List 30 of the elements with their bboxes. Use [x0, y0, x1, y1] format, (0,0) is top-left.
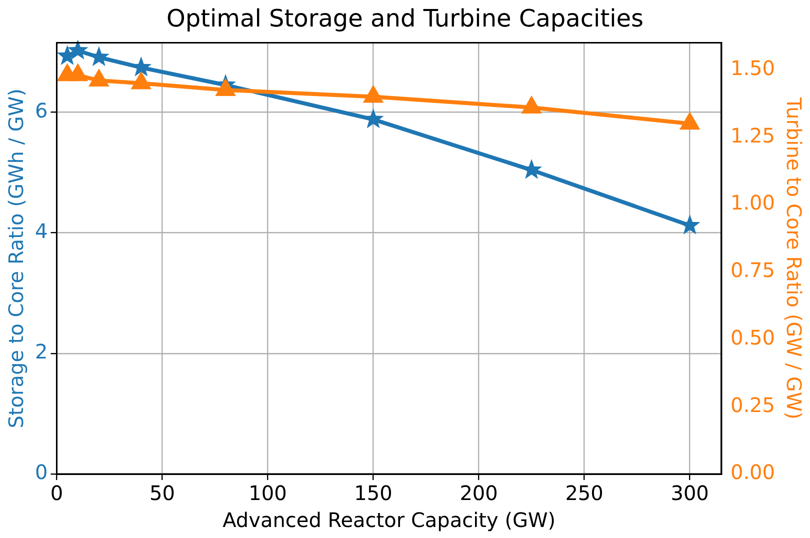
y2-axis-title: Turbine to Core Ratio (GW / GW) [782, 96, 806, 420]
point [680, 112, 700, 130]
x-tick-label: 250 [565, 481, 604, 506]
point [131, 72, 152, 90]
x-tick-label: 150 [354, 481, 392, 506]
point [216, 78, 236, 96]
x-tick-label: 300 [670, 481, 709, 506]
y-tick-label: 4 [34, 218, 48, 243]
y2-tick-label: 0.00 [730, 460, 775, 484]
point [363, 85, 384, 103]
y2-tick-label: 0.25 [730, 392, 775, 417]
y2-tick-label: 1.25 [730, 123, 775, 148]
y2-tick-label: 1.50 [730, 56, 775, 80]
x-tick-label: 50 [150, 481, 175, 506]
point [522, 96, 542, 114]
y-tick-label: 0 [34, 460, 48, 484]
y2-tick-label: 0.50 [730, 325, 775, 350]
y-tick-label: 6 [34, 98, 48, 122]
point [68, 64, 88, 82]
x-tick-label: 200 [460, 481, 498, 506]
point [88, 69, 109, 87]
y-axis-title: Storage to Core Ratio (GWh / GW) [4, 88, 28, 428]
chart-title: Optimal Storage and Turbine Capacities [166, 4, 644, 33]
x-tick-label: 100 [248, 481, 287, 506]
point [67, 40, 88, 60]
x-axis-title: Advanced Reactor Capacity (GW) [222, 508, 556, 532]
x-tick-label: 0 [50, 481, 64, 506]
y2-tick-label: 1.00 [730, 190, 775, 215]
y-tick-label: 2 [34, 340, 48, 364]
y2-tick-label: 0.75 [730, 258, 775, 282]
